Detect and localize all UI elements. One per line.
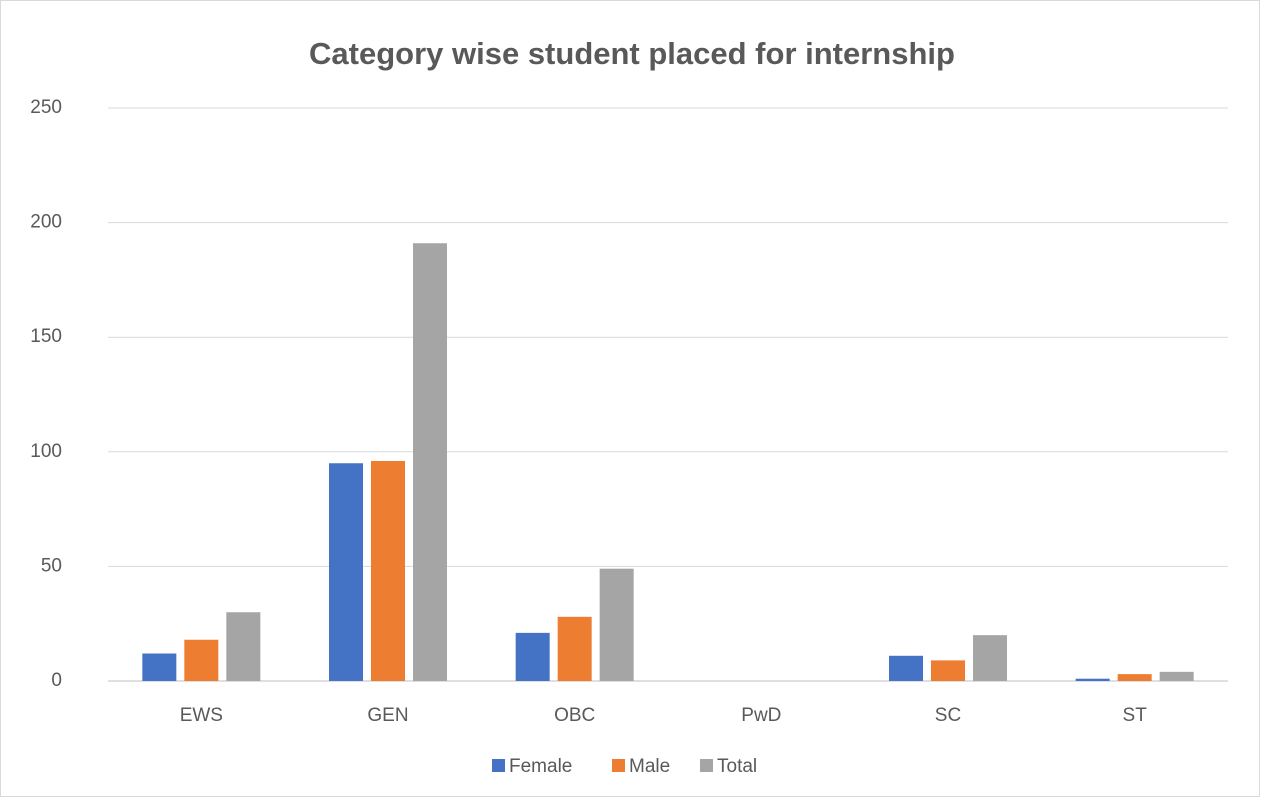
legend-swatch	[700, 759, 713, 772]
x-tick-label: PwD	[741, 705, 781, 726]
bar	[184, 639, 219, 681]
bar	[413, 243, 447, 681]
chart-title: Category wise student placed for interns…	[309, 36, 955, 71]
y-tick-label: 150	[30, 326, 62, 347]
legend-swatch	[612, 759, 625, 772]
bar	[371, 460, 405, 681]
x-tick-label: ST	[1123, 705, 1148, 726]
legend-label: Male	[629, 756, 670, 777]
legend-label: Female	[509, 756, 572, 777]
bar	[557, 616, 592, 681]
bar	[1117, 674, 1152, 681]
y-tick-label: 250	[30, 97, 62, 118]
x-tick-label: SC	[935, 705, 961, 726]
bar	[1159, 671, 1194, 681]
x-tick-label: OBC	[554, 705, 595, 726]
y-tick-label: 200	[30, 212, 62, 233]
bar	[142, 653, 177, 681]
bar	[889, 655, 923, 681]
legend-swatch	[492, 759, 505, 772]
x-tick-label: EWS	[180, 705, 223, 726]
bar	[599, 568, 634, 681]
bar	[329, 463, 363, 681]
bar	[226, 612, 261, 681]
bar	[1075, 678, 1110, 681]
y-tick-label: 50	[41, 555, 62, 576]
x-tick-label: GEN	[367, 705, 408, 726]
bar	[931, 660, 965, 681]
y-tick-label: 100	[30, 441, 62, 462]
bar	[973, 635, 1007, 681]
y-tick-label: 0	[51, 670, 62, 691]
legend-label: Total	[717, 756, 757, 777]
bar	[515, 632, 550, 681]
